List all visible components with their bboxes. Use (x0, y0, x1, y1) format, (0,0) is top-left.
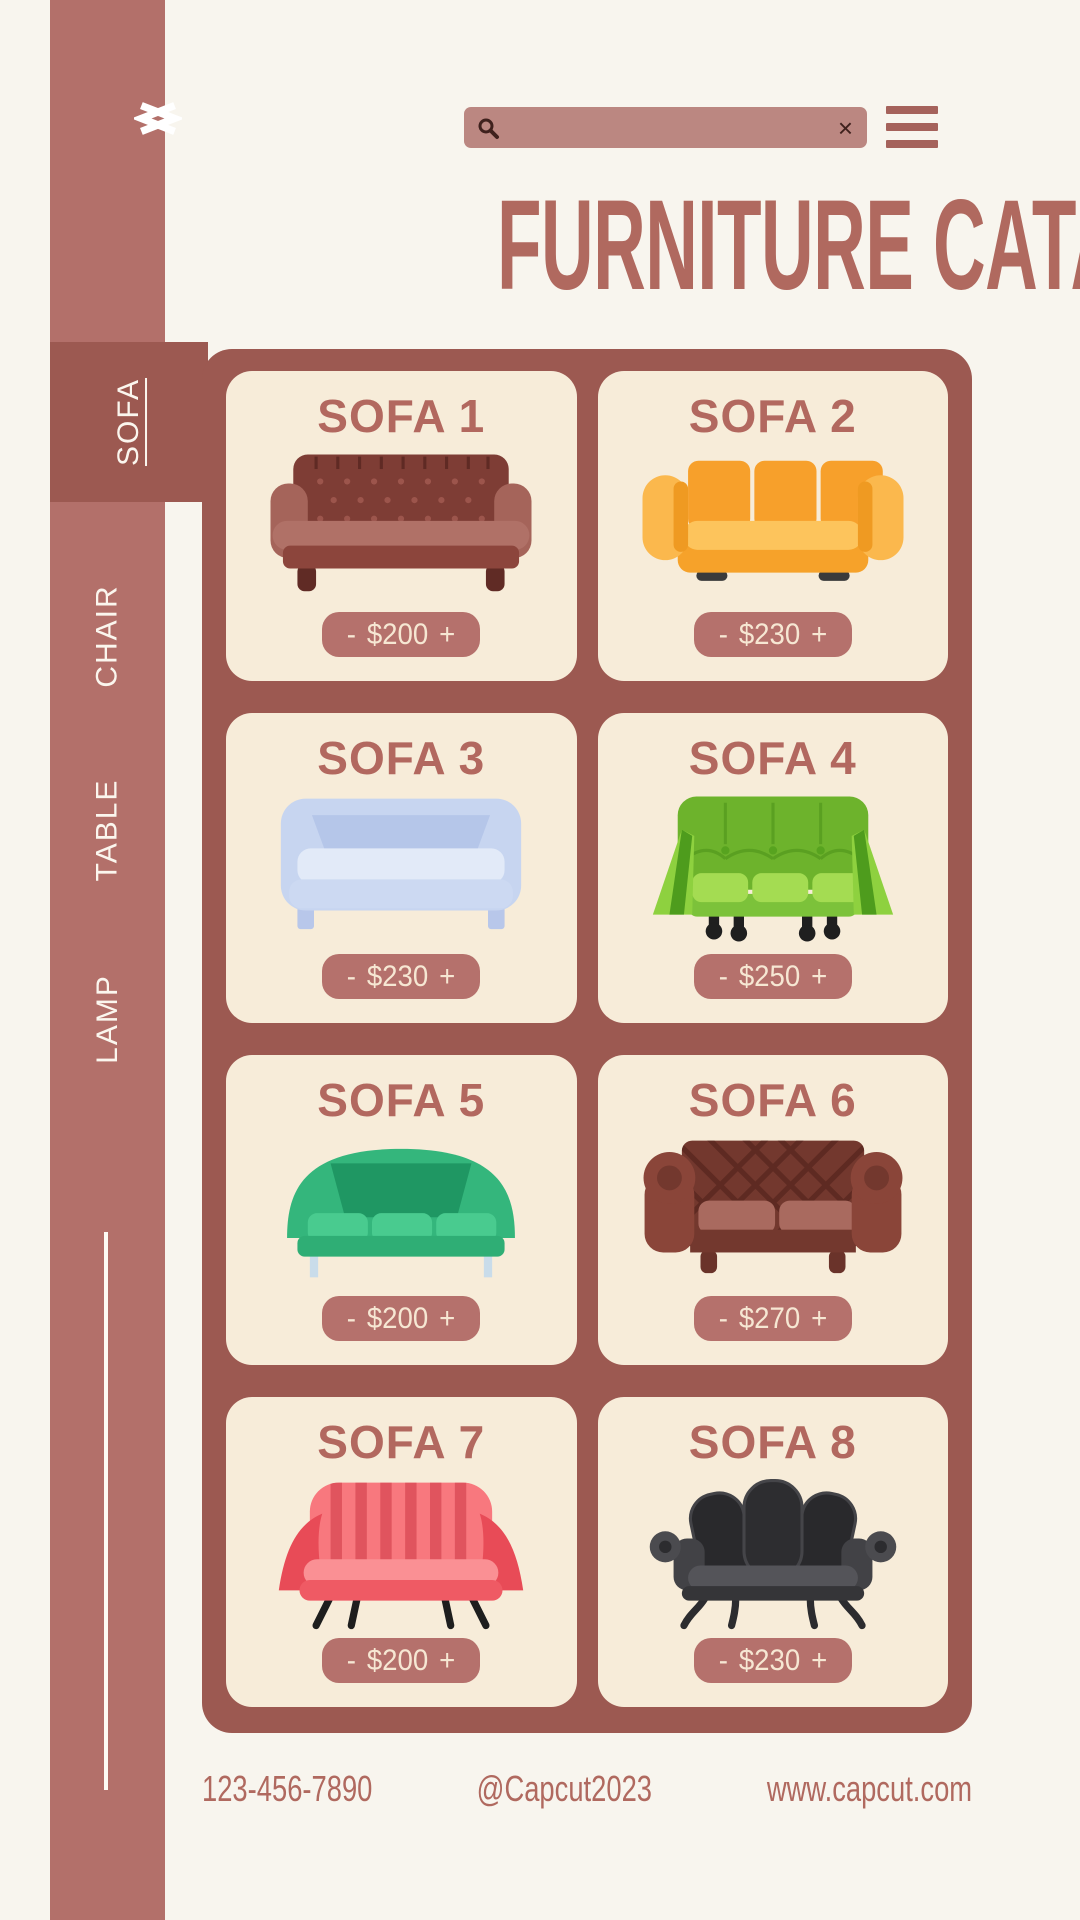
sofa-3-image (256, 789, 546, 947)
decrease-button[interactable]: - (718, 1301, 728, 1335)
product-title: SOFA 6 (688, 1074, 857, 1126)
increase-button[interactable]: + (439, 617, 456, 651)
increase-button[interactable]: + (810, 1643, 828, 1677)
price-value: $200 (367, 1301, 429, 1335)
price-value: $230 (738, 617, 800, 651)
product-card-sofa-2[interactable]: SOFA 2 - $230 + (597, 371, 948, 681)
product-card-sofa-8[interactable]: SOFA 8 (597, 1397, 948, 1707)
capcut-logo-icon (131, 100, 185, 148)
increase-button[interactable]: + (810, 1301, 828, 1335)
sofa-5-image (256, 1131, 546, 1289)
sofa-2-image (628, 447, 918, 605)
product-title: SOFA 1 (317, 390, 486, 442)
increase-button[interactable]: + (810, 959, 828, 993)
footer-handle: @Capcut2023 (476, 1768, 652, 1809)
price-value: $230 (738, 1643, 800, 1677)
sofa-6-image (628, 1131, 918, 1289)
sidebar-item-label: TABLE (90, 778, 124, 882)
sidebar-item-label: CHAIR (90, 584, 124, 688)
sidebar-item-chair[interactable]: CHAIR (50, 556, 165, 716)
product-card-sofa-7[interactable]: SOFA 7 (226, 1397, 577, 1707)
product-card-sofa-5[interactable]: SOFA 5 - $200 + (226, 1055, 577, 1365)
increase-button[interactable]: + (439, 1643, 456, 1677)
product-card-sofa-3[interactable]: SOFA 3 - $230 + (226, 713, 577, 1023)
search-clear-icon[interactable]: × (837, 112, 853, 143)
price-stepper: - $270 + (693, 1296, 852, 1341)
product-card-sofa-1[interactable]: SOFA 1 (226, 371, 577, 681)
price-value: $200 (367, 617, 429, 651)
increase-button[interactable]: + (439, 959, 456, 993)
price-value: $200 (367, 1643, 429, 1677)
product-title: SOFA 8 (688, 1416, 857, 1468)
price-stepper: - $200 + (322, 1638, 481, 1683)
sofa-1-image (256, 447, 546, 605)
price-stepper: - $200 + (322, 1296, 481, 1341)
decrease-button[interactable]: - (346, 959, 357, 993)
price-value: $230 (367, 959, 429, 993)
decrease-button[interactable]: - (718, 617, 728, 651)
sidebar-divider-line (104, 1232, 108, 1790)
catalog-panel: SOFA 1 (202, 349, 972, 1733)
decrease-button[interactable]: - (346, 1301, 357, 1335)
sidebar-item-label: LAMP (90, 974, 124, 1064)
sofa-7-image (256, 1473, 546, 1631)
price-value: $270 (738, 1301, 800, 1335)
sofa-8-image (628, 1473, 918, 1631)
increase-button[interactable]: + (810, 617, 828, 651)
product-title: SOFA 5 (317, 1074, 486, 1126)
page-title: FURNITURE CATALOG (496, 174, 1080, 317)
price-stepper: - $230 + (693, 1638, 852, 1683)
product-card-sofa-6[interactable]: SOFA 6 (597, 1055, 948, 1365)
search-input[interactable] (500, 106, 836, 149)
sidebar-item-sofa[interactable]: SOFA (50, 342, 208, 502)
sidebar-item-label: SOFA (112, 377, 145, 467)
search-icon (478, 118, 499, 139)
price-value: $250 (738, 959, 800, 993)
product-title: SOFA 7 (317, 1416, 486, 1468)
footer-phone: 123-456-7890 (202, 1768, 373, 1809)
product-title: SOFA 2 (688, 390, 857, 442)
sidebar-item-table[interactable]: TABLE (50, 750, 165, 910)
price-stepper: - $200 + (322, 612, 481, 657)
sofa-4-image (628, 789, 918, 947)
decrease-button[interactable]: - (718, 1643, 728, 1677)
product-title: SOFA 3 (317, 732, 486, 784)
footer: 123-456-7890 @Capcut2023 www.capcut.com (202, 1768, 972, 1810)
price-stepper: - $230 + (322, 954, 481, 999)
footer-website: www.capcut.com (766, 1768, 972, 1809)
increase-button[interactable]: + (439, 1301, 456, 1335)
sidebar-item-lamp[interactable]: LAMP (50, 939, 165, 1099)
product-card-sofa-4[interactable]: SOFA 4 (597, 713, 948, 1023)
hamburger-menu-icon[interactable] (886, 106, 938, 148)
decrease-button[interactable]: - (718, 959, 728, 993)
price-stepper: - $250 + (693, 954, 852, 999)
decrease-button[interactable]: - (346, 617, 357, 651)
product-title: SOFA 4 (688, 732, 857, 784)
price-stepper: - $230 + (693, 612, 852, 657)
decrease-button[interactable]: - (346, 1643, 357, 1677)
search-bar[interactable]: × (464, 106, 867, 149)
